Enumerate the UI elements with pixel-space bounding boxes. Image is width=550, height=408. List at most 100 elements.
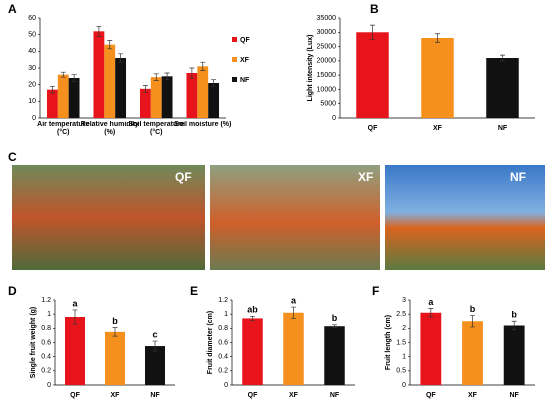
y-tick-label: 40 <box>28 48 36 55</box>
significance-letter: a <box>72 298 78 308</box>
photo-qf <box>12 165 205 270</box>
error-bar <box>152 340 158 352</box>
bar <box>356 32 389 118</box>
legend-swatch <box>232 77 237 82</box>
x-tick-label: XF <box>433 125 443 132</box>
y-tick-label: 35000 <box>317 15 337 22</box>
y-tick-label: 2 <box>402 325 406 332</box>
bar <box>150 77 162 118</box>
y-tick-label: 20 <box>28 82 36 89</box>
error-bar <box>428 308 434 318</box>
y-axis-label: Light intensity (Lux) <box>307 35 314 102</box>
error-bar <box>112 327 118 337</box>
panel-label: A <box>8 2 17 16</box>
x-tick-label: Soil moisture (%) <box>174 121 232 128</box>
x-tick-label: Relative humidity (%) <box>80 121 139 136</box>
y-tick-label: 3 <box>402 297 406 304</box>
panel-label: B <box>370 2 379 16</box>
y-tick-label: 0.4 <box>41 354 51 361</box>
significance-letter: b <box>511 310 517 320</box>
y-tick-label: 50 <box>28 32 36 39</box>
legend-swatch <box>232 57 237 62</box>
error-bar <box>470 315 475 328</box>
bar <box>57 74 69 118</box>
panel-label: E <box>190 284 198 298</box>
bar <box>65 317 85 385</box>
error-bar <box>60 71 66 78</box>
bar <box>68 78 80 118</box>
panel-label: F <box>372 284 379 298</box>
error-bar <box>332 324 337 328</box>
y-tick-label: 1 <box>47 311 51 318</box>
error-bar <box>71 74 77 82</box>
bar <box>462 321 483 385</box>
y-tick-label: 1.2 <box>41 297 51 304</box>
y-tick-label: 25000 <box>317 43 337 50</box>
bar <box>486 58 519 118</box>
bar <box>145 346 165 385</box>
x-tick-label-box: Soil moisture (%) <box>174 121 232 128</box>
y-tick-label: 0 <box>224 382 228 389</box>
y-tick-label: 0.8 <box>41 325 51 332</box>
bar <box>503 325 525 385</box>
y-tick-label: 5000 <box>320 101 336 108</box>
bar <box>197 66 209 118</box>
significance-letter: a <box>428 297 434 307</box>
bar <box>105 331 125 385</box>
error-bar <box>189 67 195 79</box>
y-tick-label: 10 <box>28 98 36 105</box>
y-tick-label: 0.6 <box>218 339 228 346</box>
y-tick-label: 60 <box>28 15 36 22</box>
legend-swatch <box>232 37 237 42</box>
significance-letter: b <box>112 316 118 326</box>
y-tick-label: 0 <box>402 382 406 389</box>
y-tick-label: 0.5 <box>396 368 406 375</box>
photo-label: NF <box>510 170 526 184</box>
photo-label: QF <box>175 170 192 184</box>
error-bar <box>291 306 296 319</box>
legend-label: NF <box>240 77 250 84</box>
panel-label: C <box>8 150 17 164</box>
y-tick-label: 10000 <box>317 86 337 93</box>
error-bar <box>370 24 375 40</box>
bar <box>186 73 198 118</box>
legend-label: QF <box>240 37 250 44</box>
panel-label: D <box>8 284 17 298</box>
error-bar <box>153 73 159 81</box>
bar <box>420 312 442 385</box>
y-tick-label: 0 <box>47 382 51 389</box>
y-axis-label: Single fruit weight (g) <box>30 307 37 379</box>
error-bar <box>118 53 124 63</box>
y-tick-label: 1 <box>402 354 406 361</box>
legend-label: XF <box>240 57 250 64</box>
bar <box>283 312 304 385</box>
significance-letter: b <box>332 313 338 323</box>
x-tick-label: NF <box>330 392 340 399</box>
x-tick-label: NF <box>509 392 519 399</box>
x-tick-label: NF <box>150 392 160 399</box>
bar <box>139 88 151 118</box>
error-bar <box>96 25 102 37</box>
error-bar <box>250 315 255 321</box>
x-tick-label: NF <box>498 125 508 132</box>
error-bar <box>49 85 55 94</box>
y-axis-label: Fruit length (cm) <box>385 315 392 370</box>
significance-letter: a <box>291 295 297 305</box>
y-tick-label: 2.5 <box>396 311 406 318</box>
bar <box>104 44 116 118</box>
bar <box>242 318 263 385</box>
significance-letter: b <box>470 304 476 314</box>
error-bar <box>435 33 440 43</box>
x-tick-label-box: Air temperature (°C) <box>37 121 89 136</box>
y-tick-label: 1.5 <box>396 339 406 346</box>
significance-letter: c <box>152 329 157 339</box>
bar <box>324 326 345 385</box>
bar <box>93 31 105 118</box>
photo-xf <box>210 165 380 270</box>
y-tick-label: 30 <box>28 65 36 72</box>
y-tick-label: 0.2 <box>218 368 228 375</box>
error-bar <box>164 72 170 81</box>
y-tick-label: 0 <box>332 115 336 122</box>
bar <box>46 89 58 118</box>
